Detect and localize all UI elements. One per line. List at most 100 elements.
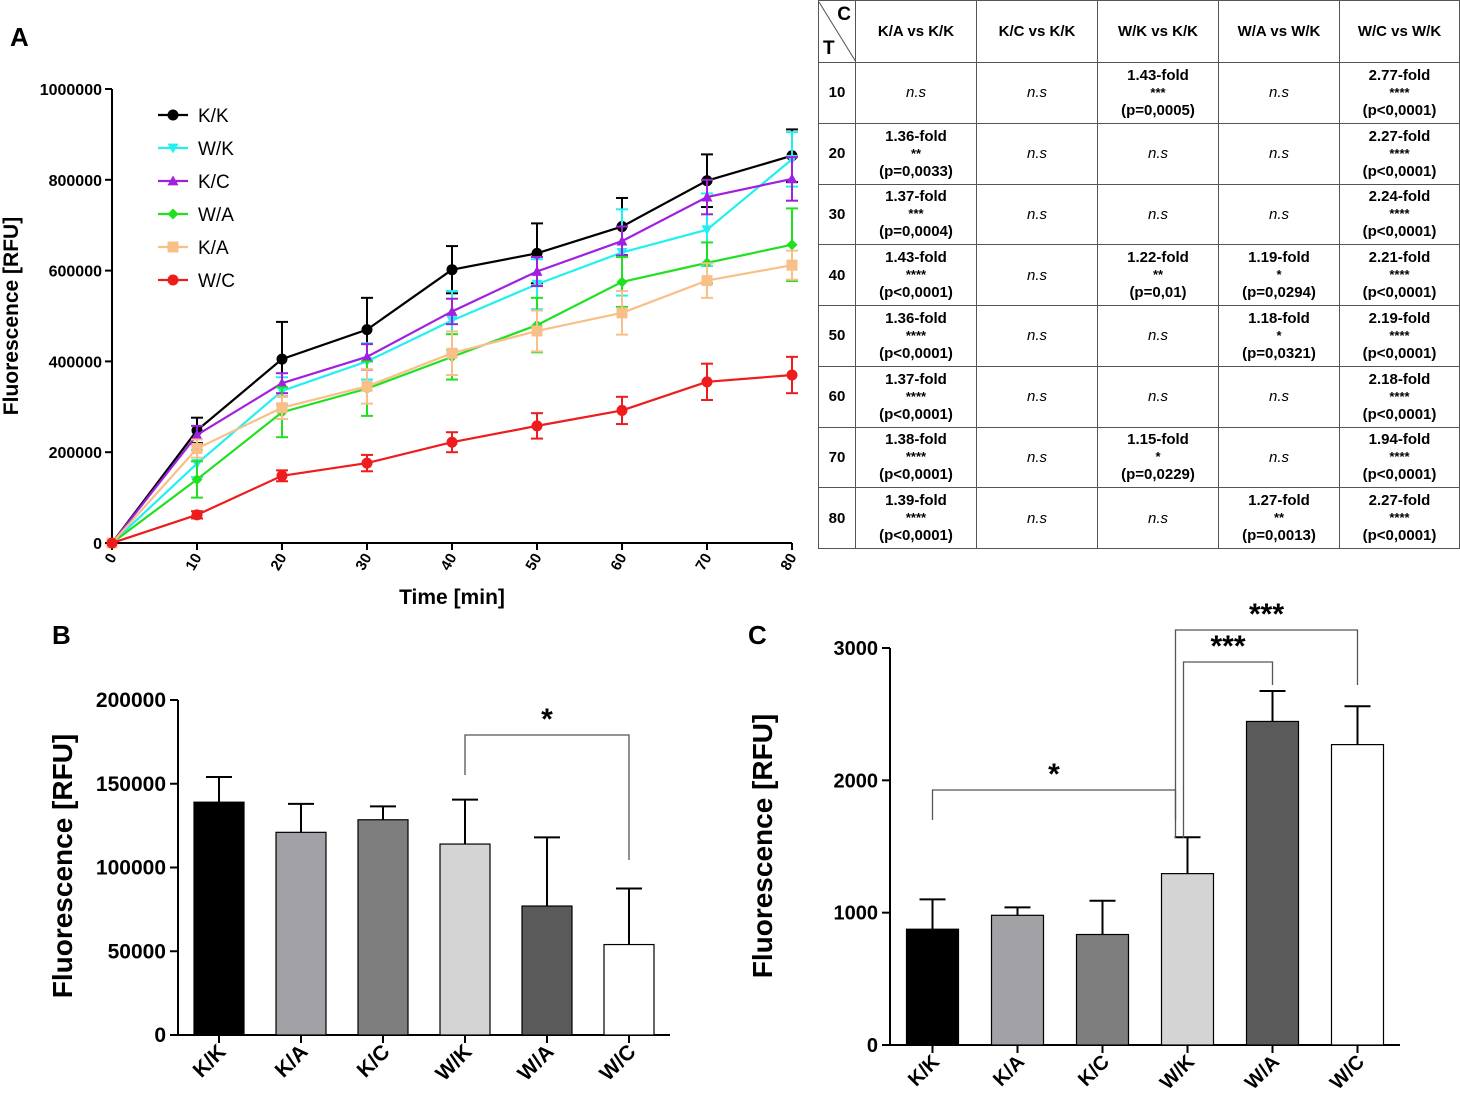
data-point [361,324,373,336]
table-cell: n.s [976,244,1098,306]
table-header: K/C vs K/K [976,0,1098,63]
data-point [531,420,543,432]
table-cell: n.s [976,305,1098,367]
table-cell: 2.24-fold **** (p<0,0001) [1339,183,1460,246]
bar [275,831,327,1036]
table-header: W/C vs W/K [1339,0,1460,63]
bar [603,943,655,1036]
table-cell: n.s [976,183,1098,246]
table-cell: 1.15-fold * (p=0,0229) [1097,426,1219,489]
data-point [616,404,628,416]
table-cell: 1.22-fold ** (p=0,01) [1097,244,1219,306]
legend-label: K/K [198,106,229,127]
data-point [361,457,373,469]
x-tick-label-a: 50 [522,551,545,574]
bar-chart-b: 0 50000 100000 150000 200000 K/K K/A K/C W/K W/A W… [47,689,670,1085]
fold-change: 1.22-fold [1127,249,1189,267]
table-cell: 2.27-fold **** (p<0,0001) [1339,487,1460,549]
x-tick-label-a: 0 [102,551,121,567]
table-cell: n.s [1218,426,1340,489]
fold-change: 1.19-fold [1248,249,1310,267]
table-cell: 1.27-fold ** (p=0,0013) [1218,487,1340,549]
table-cell: n.s [1218,122,1340,185]
y-tick-label: 200000 [96,689,166,712]
significance-stars: *** [1150,84,1166,100]
fold-change: 1.43-fold [1127,66,1189,84]
significance-label: *** [1210,630,1245,663]
fold-change: 2.21-fold [1368,249,1431,267]
table-row: 20 1.36-fold ** (p=0,0033) n.s n.s n.s 2.27-fol… [818,122,1460,185]
y-tick-label: 0 [154,1024,166,1047]
table-cell: 1.37-fold **** (p<0,0001) [855,365,977,428]
data-point [531,266,543,276]
x-tick-label: K/A [989,1051,1029,1091]
fold-change: 2.18-fold [1368,370,1431,388]
data-point [276,377,288,388]
table-cell: n.s [855,62,977,124]
table-cell: 1.94-fold **** (p<0,0001) [1339,426,1460,489]
table-cell: 1.43-fold *** (p=0,0005) [1097,62,1219,124]
fold-change: 2.27-fold [1368,127,1431,145]
table-row: 70 1.38-fold **** (p<0,0001) n.s 1.15-fold * (p… [818,426,1460,489]
data-point [786,259,798,271]
table-cell: 1.36-fold **** (p<0,0001) [855,305,977,367]
legend-label: K/C [198,172,230,193]
bar [357,819,409,1036]
not-significant: n.s [1268,388,1289,406]
corner-label-t: T [823,37,835,59]
legend-label: W/K [198,139,234,160]
table-row: 80 1.39-fold **** (p<0,0001) n.s n.s 1.27-fold… [818,487,1460,549]
not-significant: n.s [1268,448,1289,466]
p-value: (p<0,0001) [879,527,953,545]
data-point [361,351,373,362]
p-value: (p=0,0013) [1242,527,1316,545]
not-significant: n.s [1147,509,1168,527]
significance-label: * [1048,758,1060,791]
significance-stars: **** [905,267,927,283]
p-value: (p<0,0001) [1362,405,1437,423]
series-k-a: K/A [106,238,798,549]
data-point [446,347,458,359]
p-value: (p<0,0001) [879,284,953,302]
table-cell: n.s [1218,365,1340,428]
p-value: (p<0,0001) [1362,223,1437,241]
legend-marker [167,208,179,220]
table-cell: n.s [976,62,1098,124]
x-tick-label-a: 10 [182,551,205,574]
data-point [531,325,543,337]
x-tick-label-a: 40 [437,551,460,574]
time-cell: 70 [818,426,856,489]
x-tick-label-a: 60 [607,551,630,574]
fold-change: 1.36-fold [885,309,947,327]
y-tick-label-a: 400000 [49,354,102,371]
fold-change: 1.38-fold [885,431,947,449]
significance-stars: *** [908,206,924,222]
bar [439,843,491,1036]
table-cell: n.s [1097,365,1219,428]
y-axis-title-b: Fluorescence [RFU] [47,734,78,999]
p-value: (p<0,0001) [879,344,953,362]
table-header: K/A vs K/K [855,0,977,63]
fold-change: 2.24-fold [1368,188,1431,206]
significance-stars: **** [1389,267,1410,283]
table-cell: 2.18-fold **** (p<0,0001) [1339,365,1460,428]
time-cell: 50 [818,305,856,367]
p-value: (p<0,0001) [1362,527,1437,545]
bar [905,928,960,1046]
not-significant: n.s [1026,448,1047,466]
data-point [446,305,458,316]
not-significant: n.s [1026,205,1047,223]
data-point [276,470,288,482]
table-cell: 2.27-fold **** (p<0,0001) [1339,122,1460,185]
data-point [786,239,798,251]
fold-change: 2.19-fold [1368,309,1431,327]
p-value: (p<0,0001) [879,466,953,484]
x-tick-label-a: 30 [352,551,375,574]
significance-stars: **** [1389,449,1410,465]
not-significant: n.s [1026,145,1047,163]
table-cell: n.s [976,487,1098,549]
x-tick-label: K/K [189,1040,231,1082]
significance-stars: **** [1389,327,1410,343]
not-significant: n.s [1147,145,1168,163]
